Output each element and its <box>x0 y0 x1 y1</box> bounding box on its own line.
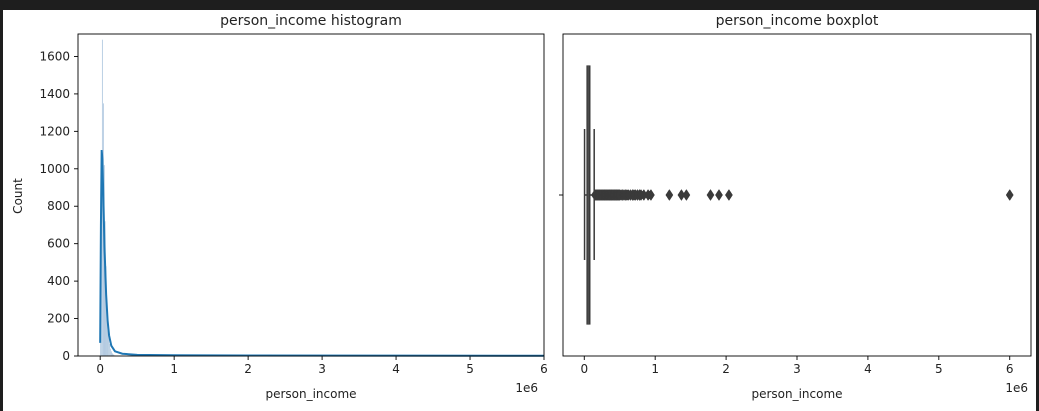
boxplot-x-tick-label: 3 <box>793 362 801 376</box>
boxplot-x-tick-label: 4 <box>864 362 872 376</box>
histogram-plot-area <box>77 33 545 357</box>
boxplot-outlier <box>715 189 723 201</box>
boxplot-x-tick-label: 5 <box>935 362 943 376</box>
histogram-x-tick-label: 0 <box>96 362 104 376</box>
histogram-x-axis-label: person_income <box>265 387 356 401</box>
histogram-y-tick-label: 1200 <box>39 124 70 138</box>
histogram-y-tick-label: 200 <box>47 312 70 326</box>
boxplot-x-offset-label: 1e6 <box>1005 381 1028 395</box>
histogram-x-tick-label: 2 <box>244 362 252 376</box>
histogram-y-tick-label: 1400 <box>39 87 70 101</box>
histogram-x-offset-label: 1e6 <box>515 381 538 395</box>
histogram-x-tick-label: 4 <box>392 362 400 376</box>
histogram-title: person_income histogram <box>220 13 402 29</box>
histogram-y-tick-label: 600 <box>47 237 70 251</box>
histogram-y-axis-label: Count <box>11 178 25 214</box>
boxplot-title: person_income boxplot <box>716 13 879 29</box>
boxplot-x-axis-label: person_income <box>751 387 842 401</box>
histogram-kde-line <box>99 149 545 357</box>
histogram-x-tick-label: 3 <box>318 362 326 376</box>
boxplot-chart: person_income boxplot person_income 1e6 … <box>559 13 1032 401</box>
boxplot-outlier <box>706 189 715 201</box>
histogram-y-tick-label: 1000 <box>39 162 70 176</box>
histogram-y-tick-label: 800 <box>47 199 70 213</box>
boxplot-outlier <box>647 189 655 201</box>
boxplot-outlier <box>665 189 674 201</box>
boxplot-outlier <box>725 189 733 201</box>
boxplot-x-tick-label: 2 <box>722 362 730 376</box>
histogram-x-tick-label: 6 <box>540 362 548 376</box>
histogram-x-tick-label: 5 <box>466 362 474 376</box>
histogram-y-tick-label: 0 <box>62 349 70 363</box>
histogram-chart: person_income histogram Count person_inc… <box>11 13 548 401</box>
histogram-x-tick-label: 1 <box>170 362 178 376</box>
boxplot-x-tick-label: 1 <box>651 362 659 376</box>
boxplot-x-tick-label: 6 <box>1006 362 1014 376</box>
frame-top-bar <box>0 0 1039 10</box>
boxplot-x-tick-label: 0 <box>580 362 588 376</box>
frame-right-bar <box>1036 0 1039 411</box>
boxplot-outlier <box>1005 189 1014 201</box>
boxplot-plot-area <box>562 33 1032 357</box>
histogram-y-tick-label: 1600 <box>39 49 70 63</box>
boxplot-outlier <box>682 189 691 201</box>
frame-left-bar <box>0 0 3 411</box>
histogram-y-tick-label: 400 <box>47 274 70 288</box>
